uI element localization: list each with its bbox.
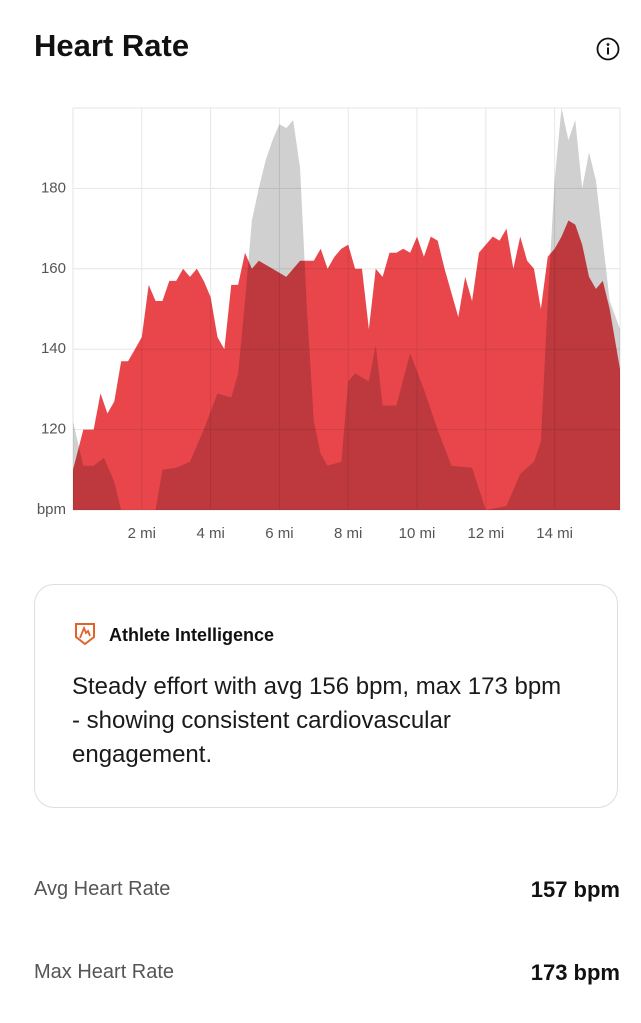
y-tick-label: 120 (41, 421, 66, 438)
heart-rate-chart: bpm 120 140 160 180 2 mi 4 mi 6 mi 8 mi 10 mi 12 m… (37, 107, 621, 542)
x-tick-label: 12 mi (467, 525, 504, 542)
info-button[interactable] (596, 37, 620, 61)
insight-icon (75, 623, 95, 646)
y-tick-label: 160 (41, 260, 66, 277)
page-title: Heart Rate (34, 28, 190, 63)
stat-value: 157 bpm (530, 877, 620, 902)
insight-card: Athlete Intelligence Steady effort with … (34, 584, 618, 808)
x-tick-label: 8 mi (334, 525, 362, 542)
area (73, 108, 620, 510)
stat-label: Avg Heart Rate (34, 878, 171, 900)
x-tick-label: 2 mi (128, 525, 156, 542)
insight-text: Steady effort with avg 156 bpm, max 173 … (72, 673, 562, 768)
y-tick-label: bpm (37, 501, 66, 518)
x-tick-label: 14 mi (536, 525, 573, 542)
x-tick-label: 10 mi (399, 525, 436, 542)
stat-value: 173 bpm (530, 960, 620, 985)
insight-title: Athlete Intelligence (109, 625, 275, 645)
y-tick-label: 180 (41, 179, 66, 196)
stat-label: Max Heart Rate (34, 961, 175, 983)
x-tick-label: 6 mi (265, 525, 293, 542)
x-tick-label: 4 mi (196, 525, 224, 542)
y-tick-label: 140 (41, 340, 66, 357)
